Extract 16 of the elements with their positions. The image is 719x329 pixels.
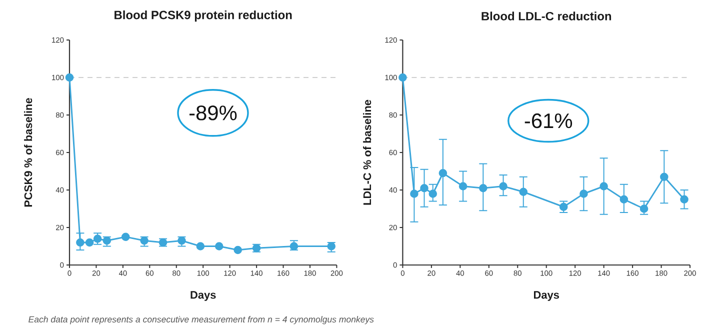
point <box>196 242 205 250</box>
point <box>85 238 94 247</box>
y-axis-title: LDL-C % of baseline <box>363 100 372 205</box>
annotation: -61% <box>524 113 572 128</box>
point <box>65 73 74 82</box>
x-axis-title: Days <box>190 291 216 301</box>
point <box>121 232 130 242</box>
point <box>234 246 242 254</box>
chart-title: Blood PCSK9 protein reduction <box>114 10 292 22</box>
x-axis-title: Days <box>534 291 559 301</box>
annotation: -89% <box>189 105 237 120</box>
point <box>398 73 407 82</box>
chart-title: Blood LDL-C reduction <box>482 12 612 20</box>
point <box>214 242 224 250</box>
y-axis-title: PCSK9 % of baseline <box>24 98 32 207</box>
text: Each data point represents a consecutive measurement from n = 4 cynomolgus monkeys <box>28 316 374 324</box>
